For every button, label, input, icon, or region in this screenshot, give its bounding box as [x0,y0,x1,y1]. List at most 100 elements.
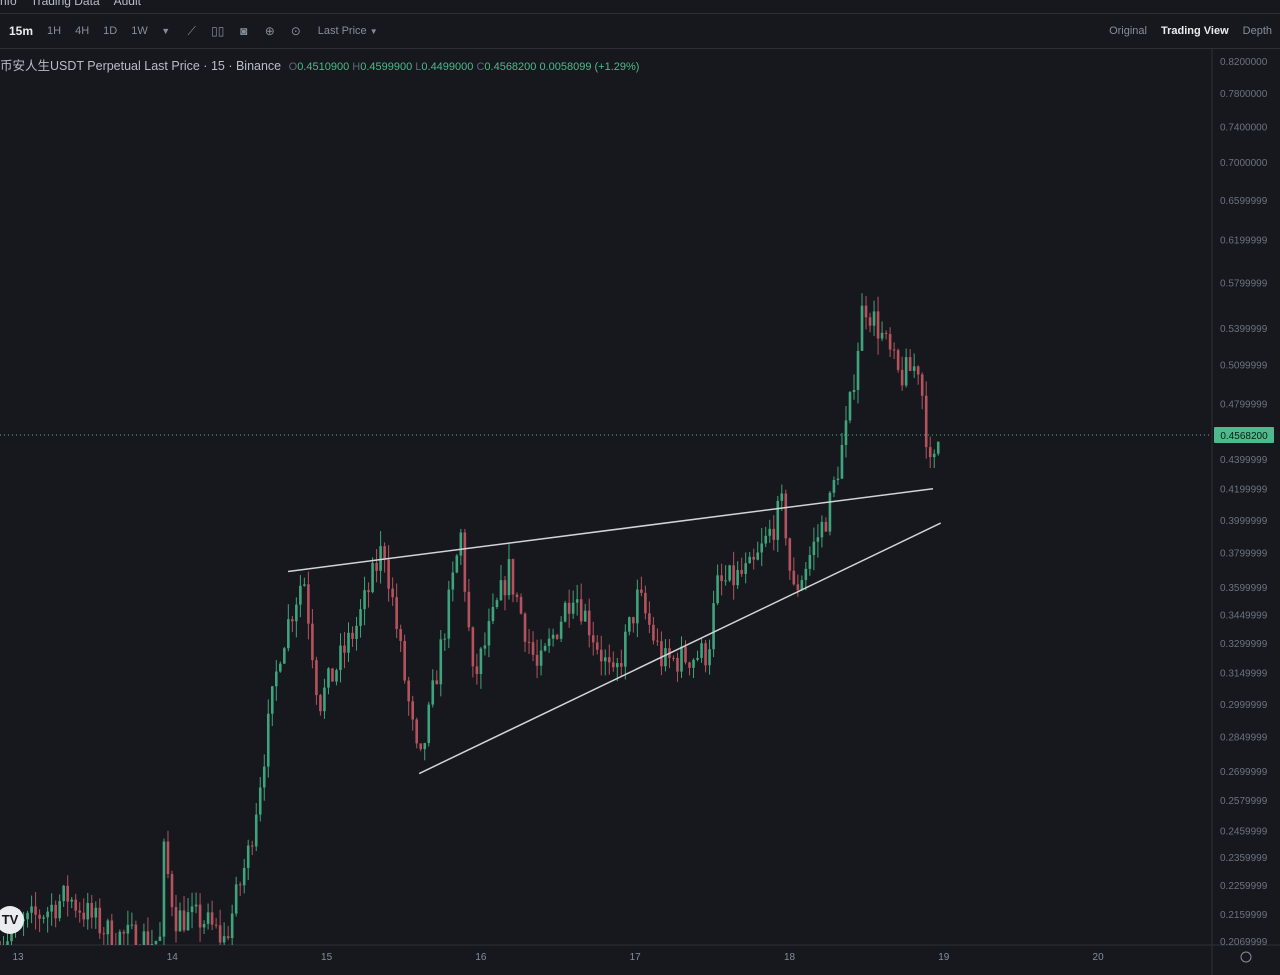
candle-body [467,591,471,628]
price-tick-label: 0.2999999 [1220,700,1268,711]
view-depth[interactable]: Depth [1242,25,1272,37]
candle-body [86,902,90,920]
candle-body [270,686,274,714]
view-trading-view[interactable]: Trading View [1160,25,1229,37]
candle-body [583,610,587,622]
candle-body [483,645,487,649]
candle-body [748,556,751,564]
time-tick-label: 17 [630,952,642,963]
candle-body [900,369,904,386]
candle-body [868,317,872,326]
timeframe-4h[interactable]: 4H [75,25,90,37]
price-tick-label: 0.6599999 [1220,196,1268,207]
candle-body [146,931,150,945]
timeframe-1d[interactable]: 1D [103,25,118,37]
candle-body [74,899,78,911]
nav-trading-data[interactable]: Trading Data [30,0,100,8]
candle-body [82,912,86,920]
candle-body [170,874,174,908]
candle-body [190,906,194,913]
candle-body [174,907,178,932]
candles [0,293,940,946]
price-tick-label: 0.8200000 [1220,57,1268,68]
price-tick-label: 0.2259999 [1220,881,1268,892]
candle-body [274,671,278,687]
price-tick-label: 0.3149999 [1220,669,1268,680]
candle-body [531,642,535,655]
camera-icon[interactable]: ◙ [240,24,248,38]
nav-audit[interactable]: Audit [113,0,141,8]
price-tick-label: 0.3599999 [1220,583,1268,594]
tradingview-logo[interactable]: TV [0,906,24,934]
candle-body [283,648,286,664]
candle-body [42,917,45,919]
price-type-dropdown[interactable]: Last Price ▼ [313,25,383,37]
candle-body [932,453,936,458]
candle-body [844,420,848,445]
candle-body [599,649,603,662]
candle-body [323,687,326,712]
candle-body [487,621,491,646]
settings-icon[interactable] [1240,951,1252,963]
candle-body [182,910,186,931]
candle-body [804,568,808,581]
view-original[interactable]: Original [1109,25,1147,37]
chevron-down-icon[interactable]: ▼ [161,26,171,36]
candle-body [54,904,57,919]
candle-body [535,654,539,666]
price-tick-label: 0.4199999 [1220,485,1268,496]
candle-body [178,910,182,932]
candle-body [547,638,551,646]
time-tick-label: 16 [475,952,487,963]
price-tick-label: 0.2359999 [1220,853,1268,864]
candle-body [904,357,908,386]
candle-body [98,907,102,934]
candle-type-icon[interactable]: ▯▯ [211,24,225,38]
candle-body [888,333,892,350]
timeframe-15m[interactable]: 15m [9,24,34,38]
price-tick-label: 0.2849999 [1220,733,1268,744]
candle-body [395,597,398,629]
candle-body [371,562,374,593]
candle-body [230,913,234,939]
timeframe-1w[interactable]: 1W [131,25,148,37]
candle-body [575,599,579,603]
candle-body [463,532,467,592]
time-tick-label: 15 [321,952,333,963]
candle-body [26,912,29,920]
ohlc-values: O0.4510900 H0.4599900 L0.4499000 C0.4568… [289,61,640,73]
candle-body [158,936,162,941]
candle-body [391,588,394,598]
candle-body [636,589,639,624]
price-tick-label: 0.2579999 [1220,796,1268,807]
timeframe-1h[interactable]: 1H [47,25,62,37]
candle-body [379,546,382,571]
trendline [287,487,934,573]
candle-body [688,662,691,668]
symbol-title: 币安人生USDT Perpetual Last Price · 15 · Bin… [0,59,282,73]
settings-circle-icon[interactable]: ⊙ [290,24,301,38]
candle-body [443,638,447,640]
candle-body [772,528,776,540]
indicator-icon[interactable]: ⟋ [187,24,196,38]
candle-body [423,743,427,750]
candle-body [315,660,318,696]
candle-body [672,657,675,659]
chart-legend: 币安人生USDT Perpetual Last Price · 15 · Bin… [0,55,639,74]
nav-info[interactable]: nfo [0,0,17,8]
plus-circle-icon[interactable]: ⊕ [264,24,275,38]
candle-body [46,911,49,918]
candle-body [836,478,840,481]
candle-body [307,584,310,624]
candle-body [70,899,73,902]
candle-body [38,914,41,919]
candle-body [262,766,266,788]
candle-body [676,657,679,672]
candle-body [186,912,190,931]
candle-body [768,528,772,536]
candle-body [327,668,330,688]
candle-body [808,555,812,569]
candle-body [848,392,852,421]
candle-body [519,597,523,614]
